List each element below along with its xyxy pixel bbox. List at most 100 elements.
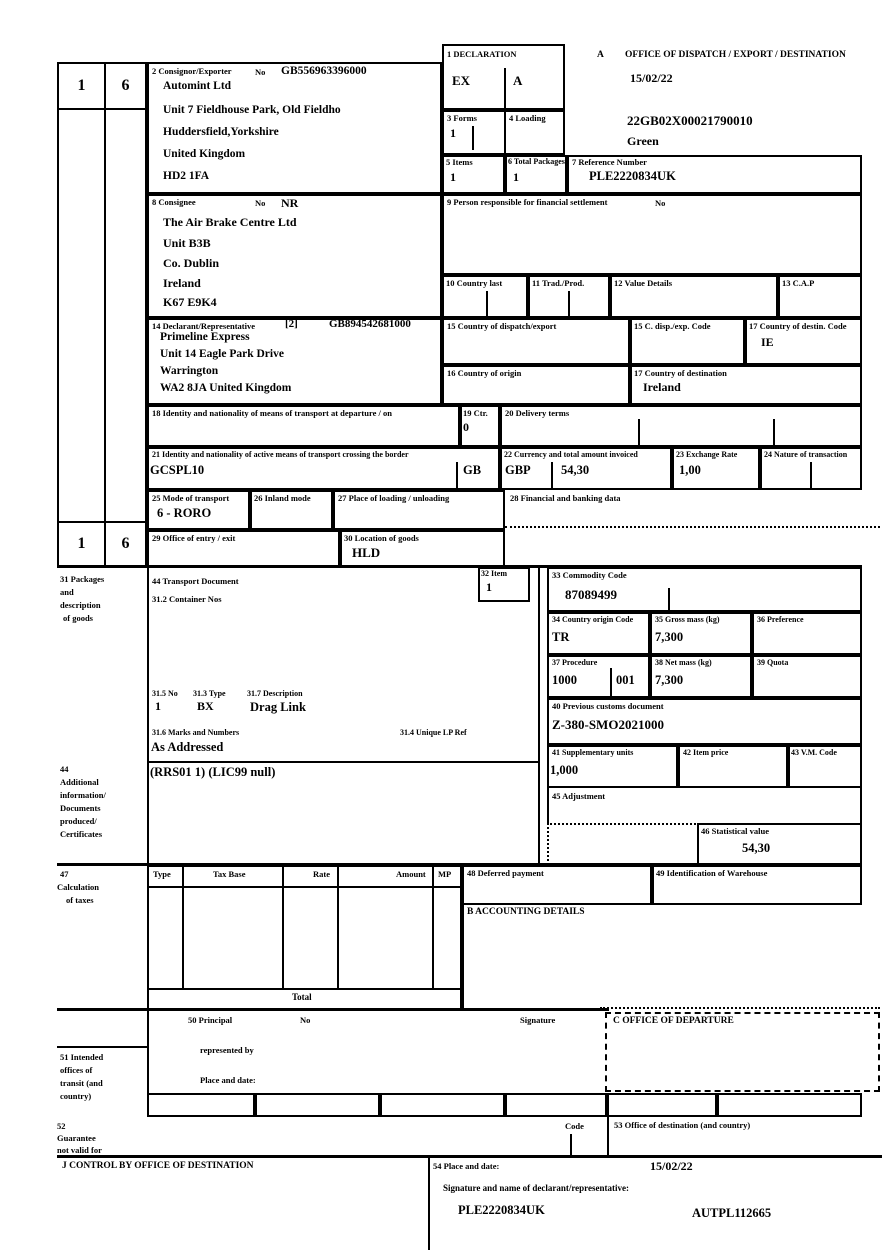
box-44-margin-3: information/ (60, 790, 106, 800)
box-20-tick-1 (638, 419, 640, 445)
box-14-code: [2] (285, 318, 298, 330)
box-46-label: 46 Statistical value (701, 826, 769, 836)
box-32-value: 1 (486, 580, 492, 594)
box-30-value: HLD (352, 545, 381, 560)
box-9-label: 9 Person responsible for financial settl… (447, 197, 608, 207)
box-22-tick (551, 462, 553, 488)
box-20-delivery-terms (500, 405, 862, 447)
box-54-date: 15/02/22 (650, 1159, 693, 1173)
consignor-country: United Kingdom (163, 148, 246, 160)
box-22-currency: GBP (505, 463, 531, 477)
section-b-dotted-bottom (600, 1007, 880, 1009)
box-31-margin-2: and (60, 587, 74, 597)
box-13-label: 13 C.A.P (782, 278, 815, 288)
box-45-left-border (547, 786, 549, 825)
tax-total-topline (147, 988, 462, 990)
tax-col-taxbase: Tax Base (213, 869, 246, 879)
box-34-value: TR (552, 630, 570, 644)
section-b-left-border (462, 865, 464, 1010)
box-37-procedure (547, 655, 650, 698)
box-28-label: 28 Financial and banking data (510, 493, 621, 503)
consignee-address-1: Unit B3B (163, 236, 211, 250)
box-10-label: 10 Country last (446, 278, 503, 288)
box-15-dispatch (442, 318, 630, 365)
box-1-declaration (442, 44, 565, 110)
box-52-margin-2: Guarantee (57, 1133, 96, 1143)
consignor-name: Automint Ltd (163, 80, 232, 92)
declarant-name: Primeline Express (160, 331, 250, 343)
box-46-value: 54,30 (742, 841, 771, 855)
box-18-transport-departure (147, 405, 460, 447)
box-45-top-border (547, 786, 862, 788)
box-17-value: Ireland (643, 380, 681, 394)
box-37-tick (610, 668, 612, 698)
box-8-no-label: No (255, 198, 266, 208)
box-21-value: GCSPL10 (150, 463, 205, 477)
box-20-label: 20 Delivery terms (505, 408, 570, 418)
box-50-left-border (147, 1010, 149, 1095)
box-51-margin-2: offices of (60, 1065, 93, 1075)
movement-reference: 22GB02X00021790010 (627, 113, 753, 128)
bottom-section-rule (57, 1155, 882, 1158)
goods-box-right-border (538, 567, 540, 763)
box-47-margin-2: Calculation (57, 882, 100, 892)
box-5-label: 5 Items (446, 157, 473, 167)
box-31-3-label: 31.3 Type (193, 689, 226, 698)
item-section-top-rule (57, 565, 862, 568)
box-3-label: 3 Forms (447, 113, 477, 123)
box-44-margin-4: Documents (60, 803, 101, 813)
box-52-margin-1: 52 (57, 1121, 66, 1131)
box-3-value: 1 (450, 126, 456, 140)
box-34-origin-code (547, 612, 650, 655)
box-44-value: (RRS01 1) (LIC99 null) (150, 765, 276, 779)
box-35-gross-mass (650, 612, 752, 655)
box-37-label: 37 Procedure (552, 658, 598, 667)
box-50-label: 50 Principal (188, 1015, 233, 1025)
routing-status: Green (627, 134, 659, 148)
box-52-code-label: Code (565, 1121, 584, 1131)
departure-cell-1 (607, 1093, 717, 1117)
box-50-signature-label: Signature (520, 1015, 556, 1025)
tax-col-amount: Amount (396, 869, 426, 879)
box-19-label: 19 Ctr. (463, 408, 488, 418)
tax-col-divider-1 (182, 865, 184, 988)
box-31-6-value: As Addressed (151, 740, 224, 754)
box-9-financial (442, 194, 862, 275)
box-53-label: 53 Office of destination (and country) (614, 1120, 751, 1130)
box-51-margin-topline (57, 1046, 147, 1048)
box-24-tick (810, 462, 812, 488)
box-13-cap (778, 275, 862, 318)
box-32-label: 32 Item (481, 569, 507, 578)
box-24-label: 24 Nature of transaction (764, 450, 848, 459)
box-41-label: 41 Supplementary units (552, 748, 634, 757)
box-20-tick-2 (773, 419, 775, 445)
box-27-label: 27 Place of loading / unloading (338, 493, 450, 503)
section-j-title: J CONTROL BY OFFICE OF DESTINATION (62, 1161, 254, 1171)
box-31-7-label: 31.7 Description (247, 689, 303, 698)
box-44-margin-5: produced/ (60, 816, 97, 826)
box-38-net-mass (650, 655, 752, 698)
box-11-trad-prod (528, 275, 610, 318)
box-22-currency-amount (500, 447, 672, 490)
box-29-label: 29 Office of entry / exit (152, 533, 236, 543)
box-1-label: 1 DECLARATION (447, 49, 517, 59)
box-50-represented-label: represented by (200, 1045, 254, 1055)
consignee-postcode: K67 E9K4 (163, 295, 217, 309)
box-7-reference (567, 155, 862, 194)
transit-cell-4 (505, 1093, 607, 1117)
box-24-transaction (760, 447, 862, 490)
box-21-active-transport (147, 447, 500, 490)
box-50-place-label: Place and date: (200, 1075, 256, 1085)
tax-col-divider-3 (337, 865, 339, 988)
tax-col-type: Type (153, 869, 171, 879)
box-14-label: 14 Declarant/Representative (152, 321, 255, 331)
box-38-label: 38 Net mass (kg) (655, 658, 712, 667)
box-25-value: 6 - RORO (157, 506, 212, 520)
acceptance-date: 15/02/22 (630, 71, 673, 85)
box-47-margin-3: of taxes (66, 895, 94, 905)
box-12-label: 12 Value Details (614, 278, 673, 288)
consignor-address-1: Unit 7 Fieldhouse Park, Old Fieldho (163, 104, 341, 116)
box-12-value-details (610, 275, 778, 318)
box-17-label: 17 Country of destination (634, 368, 727, 378)
box-3-4-divider (504, 110, 506, 155)
